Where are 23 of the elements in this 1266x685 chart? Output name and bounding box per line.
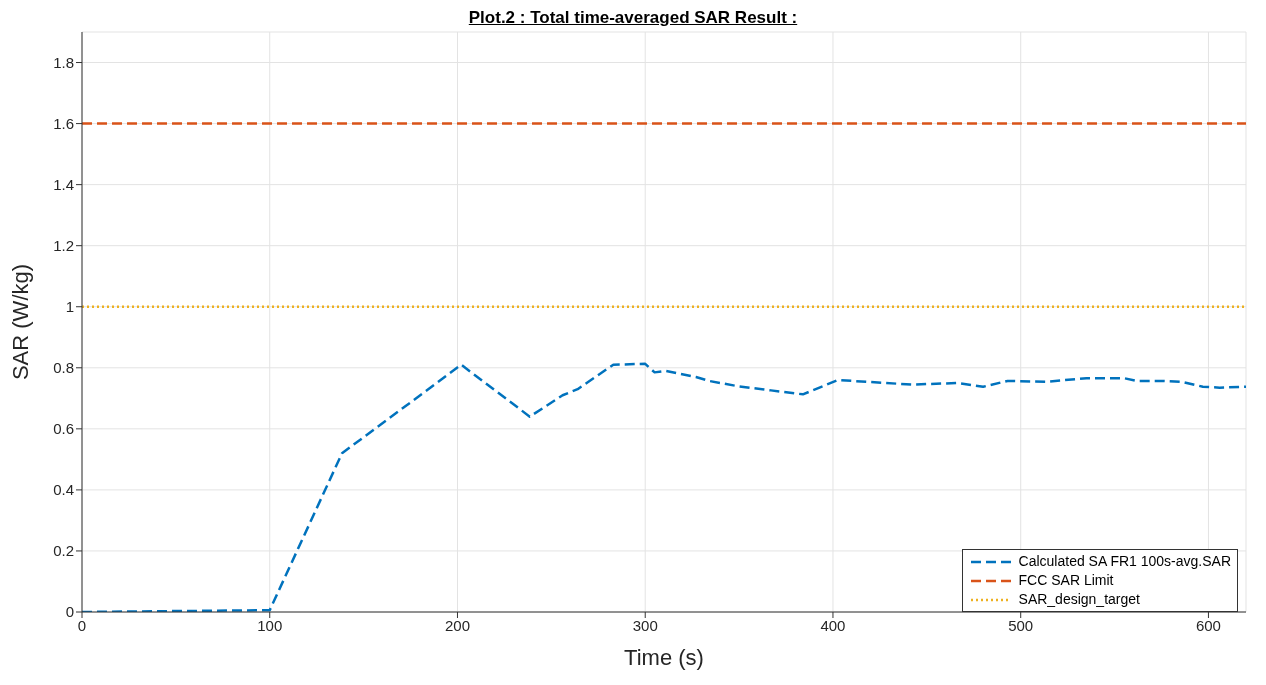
x-tick-label: 200 <box>444 616 470 634</box>
y-tick-label: 0.4 <box>53 481 74 499</box>
x-tick-label: 600 <box>1195 616 1221 634</box>
y-tick-label: 1.2 <box>53 237 74 255</box>
y-axis-title: SAR (W/kg) <box>7 263 33 381</box>
y-tick-label: 0.6 <box>53 420 74 438</box>
y-tick-label: 0.8 <box>53 359 74 377</box>
y-tick-label: 1 <box>65 298 74 316</box>
x-tick-label: 400 <box>820 616 846 634</box>
x-tick-label: 300 <box>632 616 658 634</box>
x-axis-title: Time (s) <box>624 645 704 670</box>
x-tick-label: 0 <box>77 616 87 634</box>
x-tick-label: 500 <box>1008 616 1034 634</box>
y-tick-label: 1.8 <box>53 53 74 71</box>
y-tick-label: 1.6 <box>53 114 74 132</box>
legend-label: FCC SAR Limit <box>1018 571 1114 590</box>
legend-label: SAR_design_target <box>1018 590 1140 609</box>
y-tick-label: 0.2 <box>53 542 74 560</box>
x-tick-label: 100 <box>257 616 283 634</box>
y-tick-label: 1.4 <box>53 175 74 193</box>
legend-label: Calculated SA FR1 100s-avg.SAR <box>1018 552 1231 571</box>
y-tick-label: 0 <box>65 603 74 621</box>
chart-title: Plot.2 : Total time-averaged SAR Result : <box>467 8 799 28</box>
